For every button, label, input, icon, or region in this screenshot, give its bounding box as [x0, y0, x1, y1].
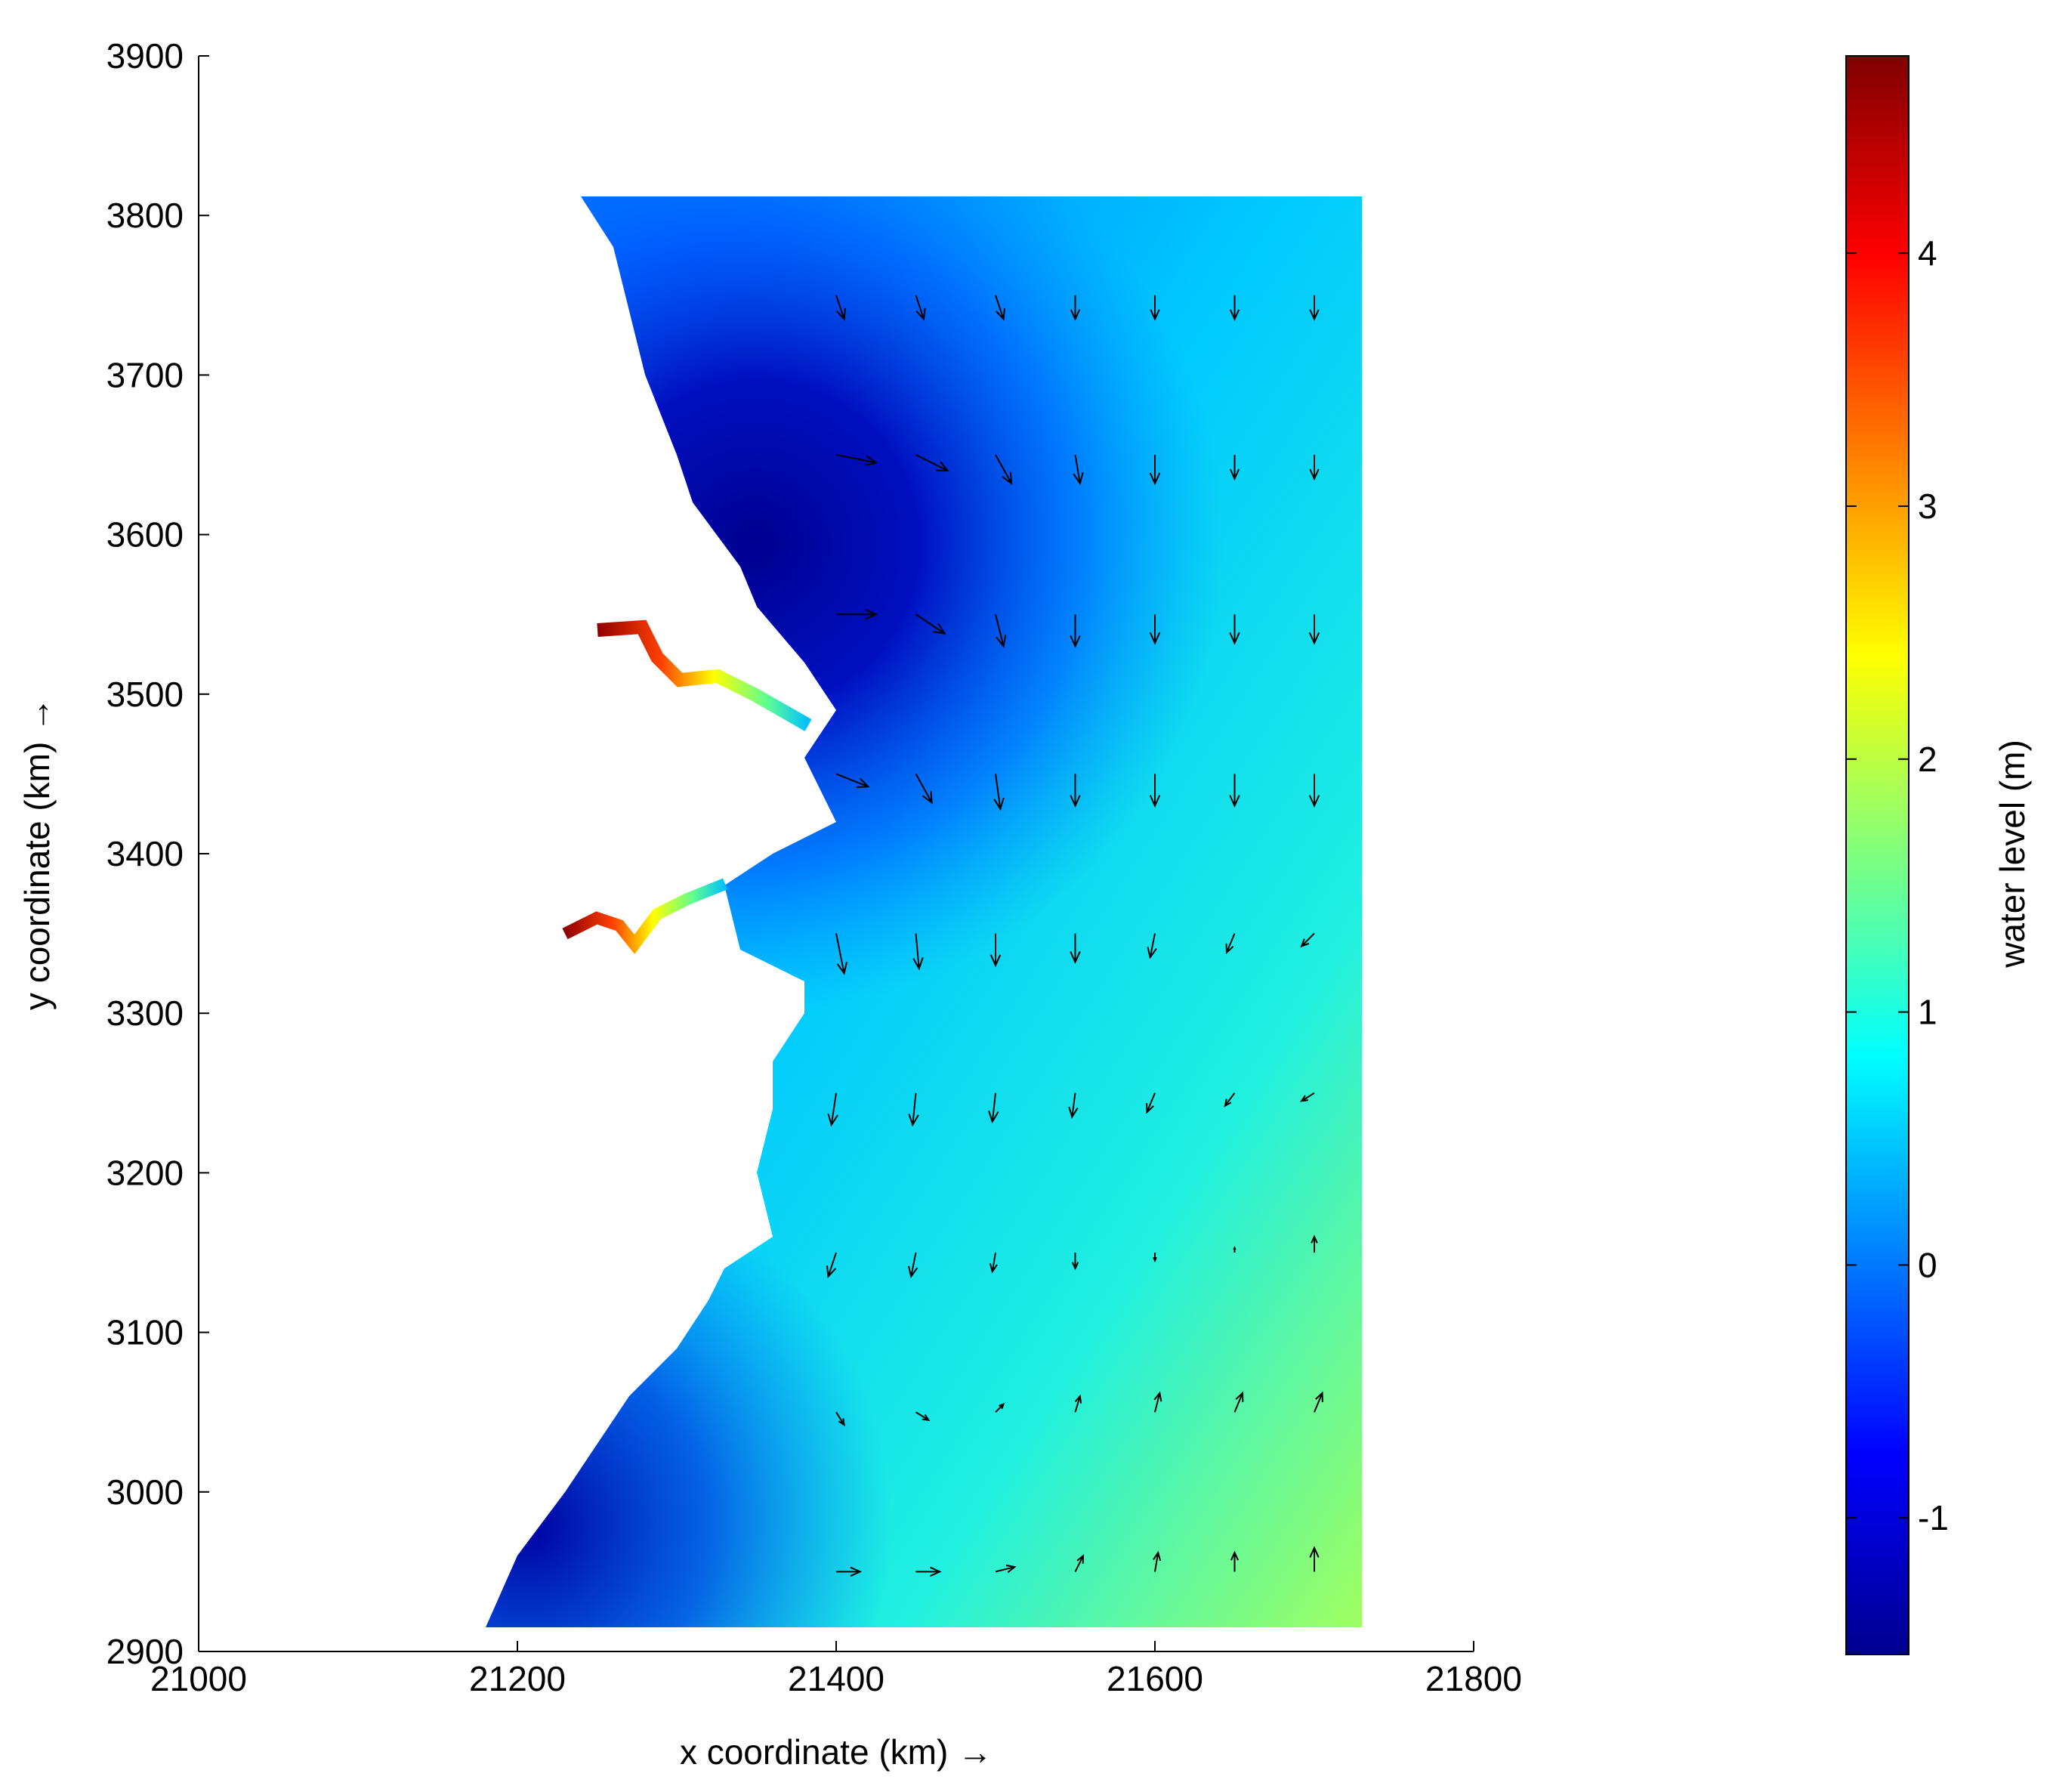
y-tick-label: 3800: [107, 196, 184, 235]
velocity-arrow: [1308, 774, 1320, 808]
velocity-arrow: [1149, 614, 1161, 645]
velocity-arrow: [1070, 774, 1081, 808]
velocity-arrow: [1153, 1391, 1162, 1413]
colorbar-tick-label: 3: [1918, 487, 1937, 526]
velocity-arrow: [995, 1402, 1005, 1413]
velocity-arrow: [1146, 1092, 1156, 1114]
velocity-arrow: [1309, 1546, 1320, 1572]
velocity-arrow: [1308, 614, 1320, 645]
velocity-arrow: [1147, 933, 1157, 959]
velocity-arrow: [1309, 295, 1320, 321]
y-tick-label: 3500: [107, 675, 184, 714]
y-tick-label: 3000: [107, 1472, 184, 1512]
velocity-arrow: [1074, 1554, 1085, 1572]
velocity-arrow: [826, 1252, 837, 1278]
velocity-arrow: [835, 295, 847, 321]
velocity-arrow: [827, 1092, 838, 1127]
velocity-arrow: [1150, 295, 1160, 321]
velocity-arrow: [995, 1565, 1017, 1573]
x-tick-label: 21600: [1107, 1659, 1203, 1698]
velocity-arrow: [1149, 455, 1161, 486]
velocity-arrow: [1153, 1550, 1162, 1572]
velocity-arrow: [1153, 1253, 1157, 1262]
velocity-arrow: [1224, 1092, 1236, 1108]
x-tick-label: 21800: [1425, 1659, 1522, 1698]
velocity-arrow: [1229, 614, 1240, 645]
velocity-arrow: [1309, 455, 1320, 481]
velocity-arrow: [915, 1411, 931, 1422]
velocity-arrow: [1229, 774, 1240, 808]
velocity-arrow: [989, 933, 1002, 968]
velocity-arrow: [1070, 933, 1081, 965]
colorbar-tick-label: 1: [1918, 993, 1937, 1032]
velocity-arrow: [1233, 1391, 1244, 1413]
velocity-arrow: [1071, 1253, 1079, 1271]
water-field: [421, 189, 1362, 1632]
velocity-arrow: [995, 295, 1006, 321]
velocity-arrow: [915, 1566, 942, 1577]
velocity-arrow: [1230, 1550, 1239, 1572]
velocity-arrow: [835, 773, 870, 788]
y-tick-label: 3200: [107, 1153, 184, 1192]
velocity-arrow: [995, 613, 1007, 648]
velocity-arrow: [1229, 455, 1240, 481]
velocity-arrow: [915, 773, 933, 805]
velocity-arrow: [836, 608, 878, 620]
y-tick-label: 3400: [107, 834, 184, 873]
y-tick-label: 3300: [107, 993, 184, 1033]
velocity-arrow: [1233, 1246, 1236, 1253]
velocity-arrow: [908, 1252, 918, 1279]
velocity-arrow: [915, 613, 946, 635]
velocity-arrow: [1314, 1391, 1323, 1413]
x-tick-label: 21400: [788, 1659, 885, 1698]
velocity-arrow: [835, 933, 847, 975]
velocity-arrow: [912, 933, 924, 971]
velocity-arrow: [1074, 1394, 1082, 1413]
velocity-arrow: [835, 1411, 845, 1427]
velocity-arrow: [995, 454, 1013, 486]
x-tick-label: 21000: [150, 1659, 247, 1698]
colorbar-tick-label: 4: [1918, 233, 1937, 273]
y-tick-label: 3900: [107, 36, 184, 76]
colorbar-label: water level (m): [1993, 740, 2032, 969]
y-tick-label: 3700: [107, 355, 184, 394]
velocity-arrow: [1225, 933, 1236, 955]
colorbar: [1845, 55, 1910, 1655]
velocity-arrow: [1070, 295, 1081, 321]
velocity-arrow: [993, 774, 1005, 811]
velocity-arrow: [1311, 1234, 1318, 1253]
velocity-arrow: [988, 1092, 999, 1124]
x-axis-label: x coordinate (km) →: [680, 1732, 993, 1772]
velocity-arrow: [835, 454, 878, 466]
velocity-arrow: [915, 295, 926, 321]
colorbar-tick-label: 2: [1918, 740, 1937, 779]
velocity-arrow: [1149, 774, 1161, 808]
velocity-arrow: [1070, 614, 1081, 648]
velocity-arrow: [989, 1252, 998, 1274]
colorbar-tick-label: 0: [1918, 1245, 1937, 1284]
y-tick-label: 3100: [107, 1313, 184, 1352]
velocity-arrow: [1073, 454, 1084, 486]
x-tick-label: 21200: [469, 1659, 566, 1698]
velocity-arrow: [908, 1092, 919, 1127]
velocity-arrow: [836, 1566, 863, 1577]
y-tick-label: 2900: [107, 1632, 184, 1671]
velocity-arrow: [1068, 1092, 1079, 1119]
y-tick-label: 3600: [107, 515, 184, 555]
velocity-arrow: [1300, 1092, 1315, 1102]
velocity-arrow: [915, 454, 949, 472]
velocity-arrow: [1300, 932, 1315, 948]
y-axis-label: y coordinate (km) →: [17, 697, 57, 1010]
velocity-arrow: [1229, 295, 1240, 321]
colorbar-tick-label: -1: [1918, 1498, 1949, 1537]
